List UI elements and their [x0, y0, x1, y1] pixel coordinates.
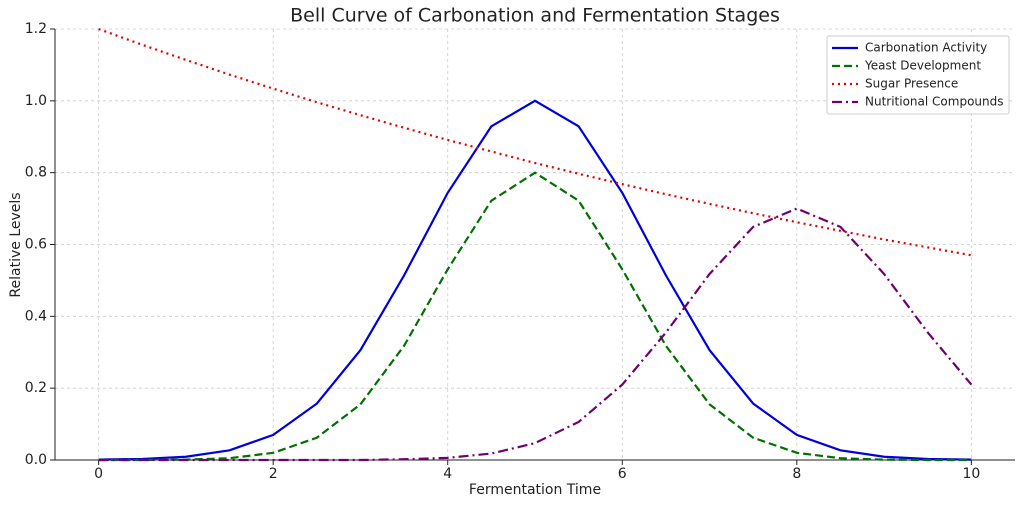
x-axis-label: Fermentation Time	[469, 482, 601, 498]
legend-label: Sugar Presence	[865, 77, 958, 91]
y-tick-label: 0.4	[25, 308, 47, 324]
legend-label: Carbonation Activity	[865, 41, 987, 55]
x-tick-label: 0	[94, 466, 103, 482]
x-tick-label: 8	[792, 466, 801, 482]
y-tick-label: 0.6	[25, 237, 47, 253]
legend: Carbonation Activity Yeast Development Sug…	[826, 35, 1010, 115]
legend-box	[826, 35, 1010, 115]
y-axis-label: Relative Levels	[8, 192, 24, 297]
legend-label: Yeast Development	[864, 59, 981, 73]
y-tick-label: 0.8	[25, 165, 47, 181]
x-tick-label: 6	[618, 466, 627, 482]
y-tick-label: 0.2	[25, 380, 47, 396]
x-tick-label: 4	[443, 466, 452, 482]
line	[98, 207, 973, 462]
line	[98, 27, 972, 257]
chart-title: Bell Curve of Carbonation and Fermentati…	[290, 5, 780, 27]
y-tick-label: 1.2	[25, 21, 47, 37]
x-tick-label: 10	[962, 466, 980, 482]
x-tick-label: 2	[269, 466, 278, 482]
y-tick-label: 0.0	[25, 452, 47, 468]
y-tick-label: 1.0	[25, 93, 47, 109]
legend-label: Nutritional Compounds	[865, 95, 1004, 109]
line	[98, 99, 972, 461]
line	[98, 171, 972, 462]
